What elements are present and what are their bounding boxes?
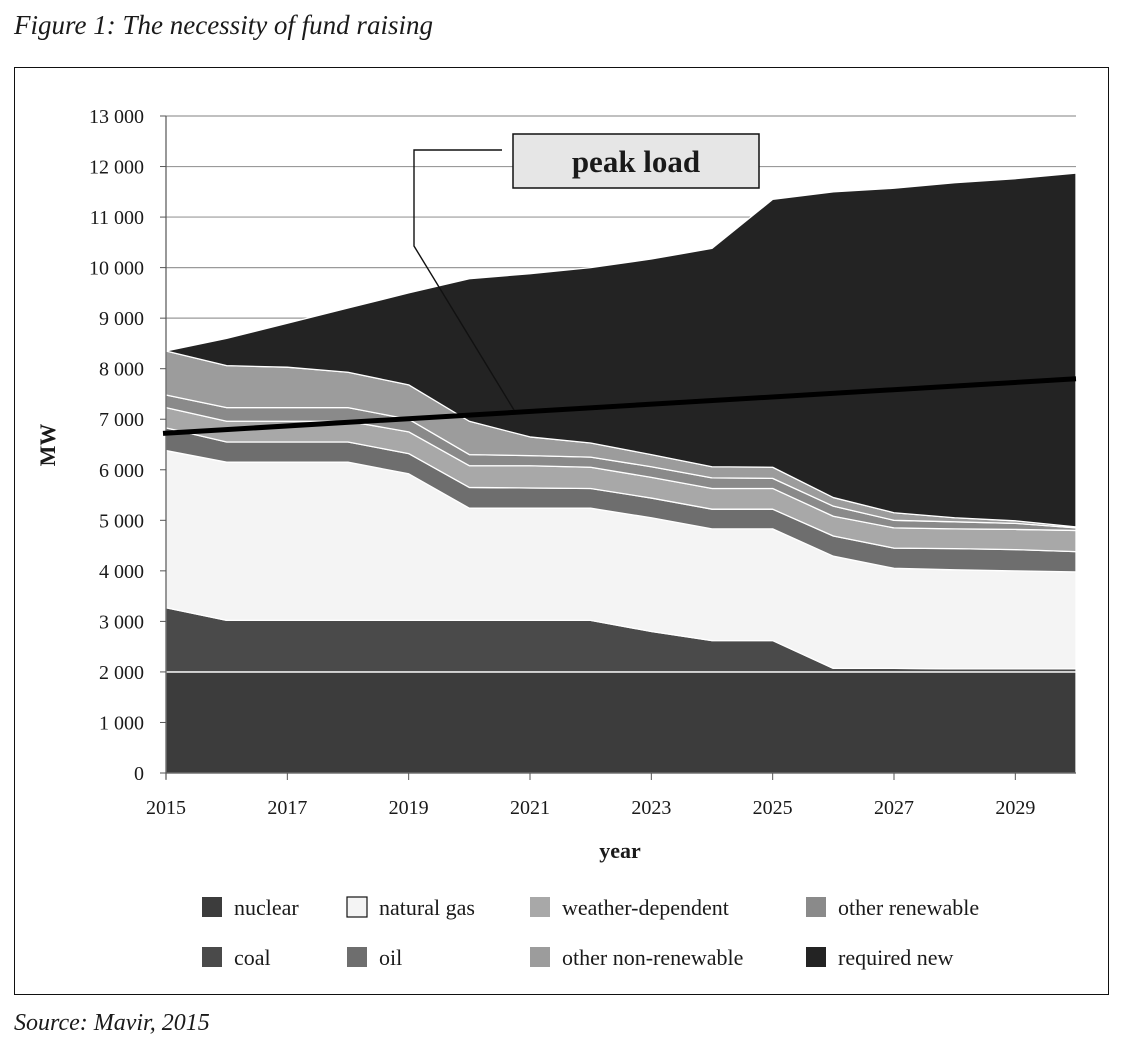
legend-label-natural-gas: natural gas — [379, 895, 475, 920]
x-tick-label: 2027 — [874, 797, 914, 819]
legend-label-oil: oil — [379, 945, 402, 970]
y-tick-labels: 0 1 000 2 000 3 000 4 000 5 000 6 000 7 000 8 00… — [89, 106, 166, 785]
x-tick-label: 2025 — [753, 797, 793, 819]
legend: nuclear natural gas weather-dependent other… — [202, 895, 979, 970]
y-tick-label: 2 000 — [99, 662, 144, 684]
y-tick-label: 3 000 — [99, 611, 144, 633]
annotation-leader-line — [413, 149, 515, 411]
legend-label-other-non-renewable: other non-renewable — [562, 945, 743, 970]
y-tick-label: 5 000 — [99, 510, 144, 532]
legend-label-weather-dependent: weather-dependent — [562, 895, 729, 920]
legend-swatch-required-new — [806, 947, 826, 967]
x-tick-label: 2021 — [510, 797, 550, 819]
y-tick-label: 12 000 — [89, 157, 144, 179]
axes — [165, 116, 1076, 779]
area-layers — [165, 172, 1077, 774]
y-axis-title: MW — [35, 424, 60, 467]
chart-frame — [14, 67, 1109, 995]
peak-load-group: peak load — [162, 133, 1077, 436]
y-tick-label: 8 000 — [99, 359, 144, 381]
x-tick-label: 2029 — [995, 797, 1035, 819]
legend-swatch-other-non-renewable — [530, 947, 550, 967]
x-tick-label: 2023 — [631, 797, 671, 819]
area-required-new — [165, 172, 1077, 528]
y-tick-label: 0 — [134, 763, 144, 785]
y-tick-label: 13 000 — [89, 106, 144, 128]
legend-label-required-new: required new — [838, 945, 954, 970]
y-tick-label: 1 000 — [99, 712, 144, 734]
x-tick-labels: 2015 2017 2019 2021 2023 2025 2027 2029 — [146, 773, 1035, 819]
annotation-peak-load: peak load — [572, 144, 700, 179]
legend-swatch-coal — [202, 947, 222, 967]
legend-swatch-oil — [347, 947, 367, 967]
x-tick-label: 2017 — [267, 797, 307, 819]
legend-label-other-renewable: other renewable — [838, 895, 979, 920]
y-tick-label: 11 000 — [90, 207, 144, 229]
legend-swatch-natural-gas — [346, 896, 368, 918]
x-axis-title: year — [599, 838, 641, 863]
legend-swatch-weather-dependent — [530, 897, 550, 917]
legend-swatch-other-renewable — [806, 897, 826, 917]
y-tick-label: 6 000 — [99, 460, 144, 482]
y-tick-label: 10 000 — [89, 258, 144, 280]
y-tick-label: 4 000 — [99, 561, 144, 583]
legend-label-coal: coal — [234, 945, 271, 970]
figure-source: Source: Mavir, 2015 — [14, 1010, 210, 1036]
area-nuclear — [165, 671, 1077, 774]
peak-load-line — [162, 376, 1077, 436]
legend-swatch-nuclear — [202, 897, 222, 917]
x-tick-label: 2019 — [389, 797, 429, 819]
figure-title: Figure 1: The necessity of fund raising — [14, 10, 433, 40]
legend-label-nuclear: nuclear — [234, 895, 299, 920]
y-tick-label: 7 000 — [99, 409, 144, 431]
annotation-box — [512, 133, 760, 189]
y-tick-label: 9 000 — [99, 308, 144, 330]
x-tick-label: 2015 — [146, 797, 186, 819]
